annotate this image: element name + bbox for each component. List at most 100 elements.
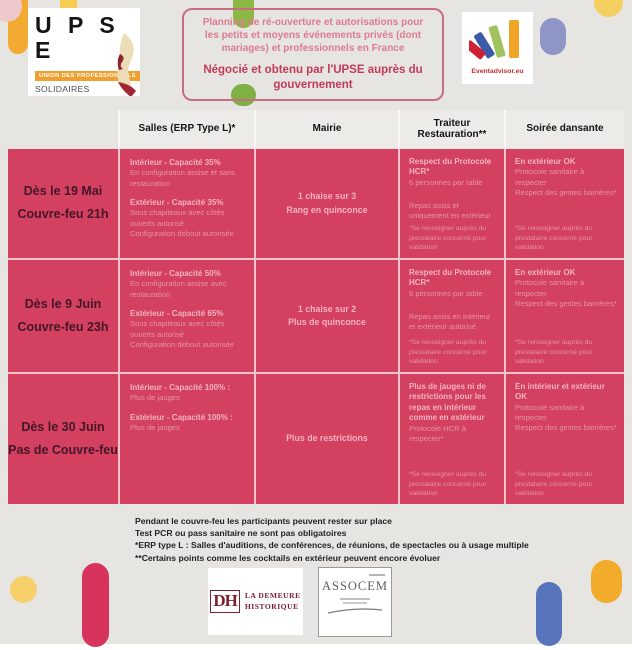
assocem-swoosh xyxy=(327,608,383,614)
cell-head: En intérieur et extérieur OK xyxy=(515,382,605,402)
interieur-block: Intérieur - Capacité 35% En configuratio… xyxy=(130,158,246,189)
upse-acronym: U P S E xyxy=(35,12,120,64)
block-body: Plus de jauges xyxy=(130,393,180,403)
eventadvisor-bars-icon xyxy=(464,20,519,60)
footnote-line: *ERP type L : Salles d'auditions, de con… xyxy=(135,540,529,551)
exterieur-block: Extérieur - Capacité 100% : Plus de jaug… xyxy=(130,413,246,434)
interieur-block: Intérieur - Capacité 100% : Plus de jaug… xyxy=(130,383,246,404)
block-body: Sous chapiteaux avec côtés ouverts autor… xyxy=(130,319,225,339)
cell-head: Respect du Protocole HCR* xyxy=(409,268,492,288)
poster-title: Planning de ré-ouverture et autorisation… xyxy=(202,17,424,55)
col-header-soiree: Soirée dansante xyxy=(506,110,624,148)
cell-body: Respect des gestes barrières* xyxy=(515,423,617,433)
assocem-name: ASSOCEM xyxy=(321,579,389,593)
period-label: Dès le 19 Mai xyxy=(23,184,103,199)
cell-footnote: *Se renseigner auprès du prestataire con… xyxy=(515,225,593,251)
face-profile-icon xyxy=(117,33,136,96)
block-head: Extérieur - Capacité 35% xyxy=(130,197,224,207)
dh-name-line2: HISTORIQUE xyxy=(244,601,299,611)
cell-sub: 6 personnes par table xyxy=(409,288,483,298)
cell-footnote: *Se renseigner auprès du prestataire con… xyxy=(409,339,487,365)
footnote-line: Pendant le couvre-feu les participants p… xyxy=(135,516,392,526)
block-head: Intérieur - Capacité 35% xyxy=(130,158,221,167)
row-period-cell: Dès le 19 Mai Couvre-feu 21h xyxy=(8,149,118,258)
cell-body: Respect des gestes barrières* xyxy=(515,298,617,308)
purple-pill-top-right xyxy=(540,18,566,55)
poster-subtitle: Négocié et obtenu par l'UPSE auprès du g… xyxy=(203,64,423,91)
assocem-small-text-bar xyxy=(343,602,367,604)
footnote-line: Test PCR ou pass sanitaire ne sont pas o… xyxy=(135,528,347,539)
mairie-line: Rang en quinconce xyxy=(286,204,368,215)
assocem-logo: ASSOCEM xyxy=(318,567,392,637)
cell-sub: 6 personnes par table xyxy=(409,177,483,187)
salles-cell: Intérieur - Capacité 50% En configuratio… xyxy=(120,260,254,372)
mairie-line: Plus de quinconce xyxy=(288,317,366,327)
cell-head: Respect du Protocole HCR* xyxy=(409,157,492,177)
cell-body: Respect des gestes barrières* xyxy=(515,187,617,197)
upse-tagline-line1: SOLIDAIRES xyxy=(35,83,90,94)
demeure-historique-logo: DH LA DEMEURE HISTORIQUE xyxy=(208,568,303,635)
col-header-salles: Salles (ERP Type L)* xyxy=(120,110,254,148)
row-period-cell: Dès le 9 Juin Couvre-feu 23h xyxy=(8,260,118,372)
mairie-cell: Plus de restrictions xyxy=(256,374,398,504)
curfew-label: Pas de Couvre-feu xyxy=(8,442,118,457)
cell-body: Protocole HCR à respecter* xyxy=(409,423,466,443)
title-box: Planning de ré-ouverture et autorisation… xyxy=(182,8,444,101)
salles-cell: Intérieur - Capacité 35% En configuratio… xyxy=(120,149,254,258)
upse-logo: U P S E UNION DES PROFESSIONNELS SOLIDAI… xyxy=(28,8,140,96)
cell-footnote: *Se renseigner auprès du prestataire con… xyxy=(409,471,487,497)
block-head: Extérieur - Capacité 100% : xyxy=(130,412,233,422)
interieur-block: Intérieur - Capacité 50% En configuratio… xyxy=(130,269,246,300)
block-body: Configuration debout autorisée xyxy=(130,339,234,349)
cell-body: Repas assis en intérieur et extérieur au… xyxy=(409,312,491,332)
cell-body: Protocole sanitaire à respecter xyxy=(515,278,585,298)
traiteur-cell: Plus de jauges ni de restrictions pour l… xyxy=(400,374,504,504)
mairie-line: 1 chaise sur 2 xyxy=(297,303,357,314)
traiteur-cell: Respect du Protocole HCR* 6 personnes pa… xyxy=(400,149,504,258)
bottom-white-strip xyxy=(0,644,632,650)
cell-body: Protocole sanitaire à respecter xyxy=(515,402,585,423)
cell-footnote: *Se renseigner auprès du prestataire con… xyxy=(515,471,593,497)
blue-pill-bottom-right xyxy=(536,582,562,646)
assocem-small-text-bar xyxy=(340,598,370,600)
cell-head: Plus de jauges ni de restrictions pour l… xyxy=(409,382,486,423)
footnote-line: **Certains points comme les cocktails en… xyxy=(135,552,441,563)
cell-body: Repas assis et uniquement en extérieur xyxy=(409,201,491,221)
orange-pill-bottom-right xyxy=(591,560,622,603)
traiteur-cell: Respect du Protocole HCR* 6 personnes pa… xyxy=(400,260,504,372)
block-body: En configuration assise et sans restaura… xyxy=(130,168,236,188)
pink-corner-blob xyxy=(0,0,22,22)
yellow-circle-bottom-left xyxy=(10,576,37,603)
upse-banner: UNION DES PROFESSIONNELS xyxy=(35,70,140,81)
exterieur-block: Extérieur - Capacité 65% Sous chapiteaux… xyxy=(130,309,246,350)
period-label: Dès le 9 Juin xyxy=(24,296,102,311)
row-period-cell: Dès le 30 Juin Pas de Couvre-feu xyxy=(8,374,118,504)
mairie-line: Plus de restrictions xyxy=(286,433,368,444)
cell-footnote: *Se renseigner auprès du prestataire con… xyxy=(515,339,593,365)
soiree-cell: En intérieur et extérieur OK Protocole s… xyxy=(506,374,624,504)
green-pill-top-center xyxy=(233,0,254,28)
soiree-cell: En extérieur OK Protocole sanitaire à re… xyxy=(506,260,624,372)
table-header-row: Salles (ERP Type L)* Mairie Traiteur Res… xyxy=(8,110,624,148)
yellow-circle-top-right xyxy=(594,0,623,17)
block-body: Configuration debout autorisée xyxy=(130,228,234,238)
dh-name-line1: LA DEMEURE xyxy=(244,591,301,601)
col-header-traiteur: Traiteur Restauration** xyxy=(400,110,504,148)
period-label: Dès le 30 Juin xyxy=(21,419,105,434)
cell-body: Protocole sanitaire à respecter xyxy=(515,167,585,187)
dh-monogram: DH xyxy=(210,590,240,613)
mairie-cell: 1 chaise sur 2 Plus de quinconce xyxy=(256,260,398,372)
mairie-cell: 1 chaise sur 3 Rang en quinconce xyxy=(256,149,398,258)
mairie-line: 1 chaise sur 3 xyxy=(297,191,357,202)
col-header-mairie: Mairie xyxy=(256,110,398,148)
eventadvisor-label: Eventadvisor.eu xyxy=(471,68,524,75)
block-body: Plus de jauges xyxy=(130,423,180,433)
planning-table: Dès le 19 Mai Couvre-feu 21h Intérieur -… xyxy=(8,149,624,504)
salles-cell: Intérieur - Capacité 100% : Plus de jaug… xyxy=(120,374,254,504)
assocem-small-text-bar xyxy=(369,574,385,576)
dh-name: LA DEMEURE HISTORIQUE xyxy=(245,591,301,612)
cell-footnote: *Se renseigner auprès du prestataire con… xyxy=(409,225,487,251)
cell-head: En extérieur OK xyxy=(515,157,576,166)
block-head: Intérieur - Capacité 100% : xyxy=(130,383,231,392)
